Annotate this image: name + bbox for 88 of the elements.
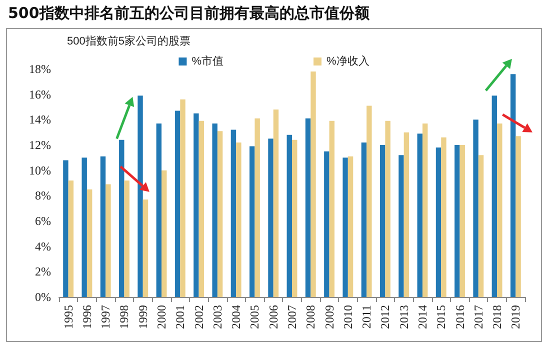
bar bbox=[119, 140, 124, 297]
bar bbox=[441, 137, 446, 297]
bar bbox=[478, 155, 484, 297]
bar bbox=[310, 72, 316, 297]
x-tick-label: 1997 bbox=[98, 305, 113, 329]
bar bbox=[510, 74, 516, 297]
bar bbox=[348, 156, 354, 297]
bar bbox=[68, 180, 74, 297]
bar bbox=[174, 110, 180, 297]
bar bbox=[404, 132, 410, 297]
x-tick-label: 2005 bbox=[248, 305, 262, 329]
x-tick-label: 2010 bbox=[340, 305, 355, 329]
x-tick-label: 2000 bbox=[154, 305, 169, 329]
x-tick-label: 2003 bbox=[210, 305, 224, 329]
bar bbox=[329, 120, 334, 297]
bar bbox=[422, 123, 428, 297]
y-tick-label: 0% bbox=[35, 290, 51, 304]
x-tick-label: 1996 bbox=[80, 305, 94, 329]
x-tick-label: 2017 bbox=[471, 305, 486, 329]
bar bbox=[236, 142, 242, 297]
bar bbox=[162, 170, 167, 297]
y-tick-label: 18% bbox=[29, 62, 51, 76]
y-tick-label: 14% bbox=[29, 112, 51, 127]
bar bbox=[82, 158, 87, 297]
y-tick-label: 12% bbox=[29, 138, 51, 152]
legend-label: %市值 bbox=[192, 54, 224, 68]
chart-title: 500指数中排名前五的公司目前拥有最高的总市值份额 bbox=[8, 4, 370, 23]
bar bbox=[194, 113, 199, 297]
y-tick-label: 10% bbox=[29, 163, 51, 178]
x-tick-label: 1999 bbox=[136, 305, 150, 329]
y-tick-label: 8% bbox=[35, 188, 51, 203]
bar bbox=[268, 138, 274, 297]
bar bbox=[516, 136, 521, 297]
x-tick-label: 1995 bbox=[61, 305, 76, 329]
bar bbox=[342, 158, 348, 297]
bar bbox=[142, 199, 148, 297]
bar bbox=[254, 118, 260, 297]
bar bbox=[230, 130, 236, 297]
x-tick-label: 2008 bbox=[304, 305, 318, 329]
bar bbox=[436, 148, 442, 297]
bar bbox=[198, 120, 204, 297]
bar bbox=[250, 146, 255, 297]
bar bbox=[380, 145, 386, 297]
legend-label: %净收入 bbox=[326, 54, 370, 68]
y-tick-label: 16% bbox=[29, 87, 51, 102]
bar bbox=[398, 155, 404, 297]
bar bbox=[106, 184, 111, 297]
bar bbox=[292, 140, 298, 297]
bar bbox=[361, 142, 367, 297]
x-tick-label: 2013 bbox=[396, 305, 411, 329]
bar bbox=[492, 96, 498, 297]
bar bbox=[497, 123, 502, 297]
bar bbox=[273, 110, 279, 297]
bar bbox=[460, 145, 465, 297]
bar bbox=[366, 106, 372, 297]
bar bbox=[454, 145, 460, 297]
x-tick-label: 2012 bbox=[378, 305, 392, 329]
bar bbox=[417, 134, 422, 297]
x-tick-label: 2007 bbox=[285, 305, 299, 329]
bar bbox=[86, 189, 92, 297]
x-tick-label: 2011 bbox=[360, 305, 374, 329]
bar bbox=[473, 120, 478, 297]
bar bbox=[305, 118, 311, 297]
x-tick-label: 2006 bbox=[266, 305, 280, 329]
x-tick-label: 2018 bbox=[490, 305, 504, 329]
bar bbox=[180, 99, 186, 297]
bar bbox=[385, 120, 390, 297]
y-tick-label: 6% bbox=[35, 214, 51, 228]
bar bbox=[156, 123, 162, 297]
y-tick-label: 4% bbox=[35, 239, 51, 254]
x-tick-label: 2016 bbox=[452, 305, 467, 329]
bar bbox=[324, 151, 330, 297]
x-tick-label: 2002 bbox=[192, 305, 206, 329]
x-tick-label: 2004 bbox=[229, 305, 244, 329]
bar bbox=[212, 123, 218, 297]
bar bbox=[63, 160, 68, 297]
bar bbox=[217, 131, 223, 297]
x-tick-label: 2001 bbox=[173, 305, 188, 329]
bar bbox=[286, 134, 292, 297]
chart-subtitle: 500指数前5家公司的股票 bbox=[67, 34, 190, 48]
x-tick-label: 2019 bbox=[508, 305, 523, 329]
x-tick-label: 2009 bbox=[322, 305, 336, 329]
x-tick-label: 1998 bbox=[117, 305, 132, 329]
bar bbox=[124, 180, 130, 297]
x-tick-label: 2015 bbox=[434, 305, 448, 329]
y-tick-label: 2% bbox=[35, 264, 51, 279]
x-tick-label: 2014 bbox=[415, 305, 430, 329]
bar bbox=[100, 156, 106, 297]
